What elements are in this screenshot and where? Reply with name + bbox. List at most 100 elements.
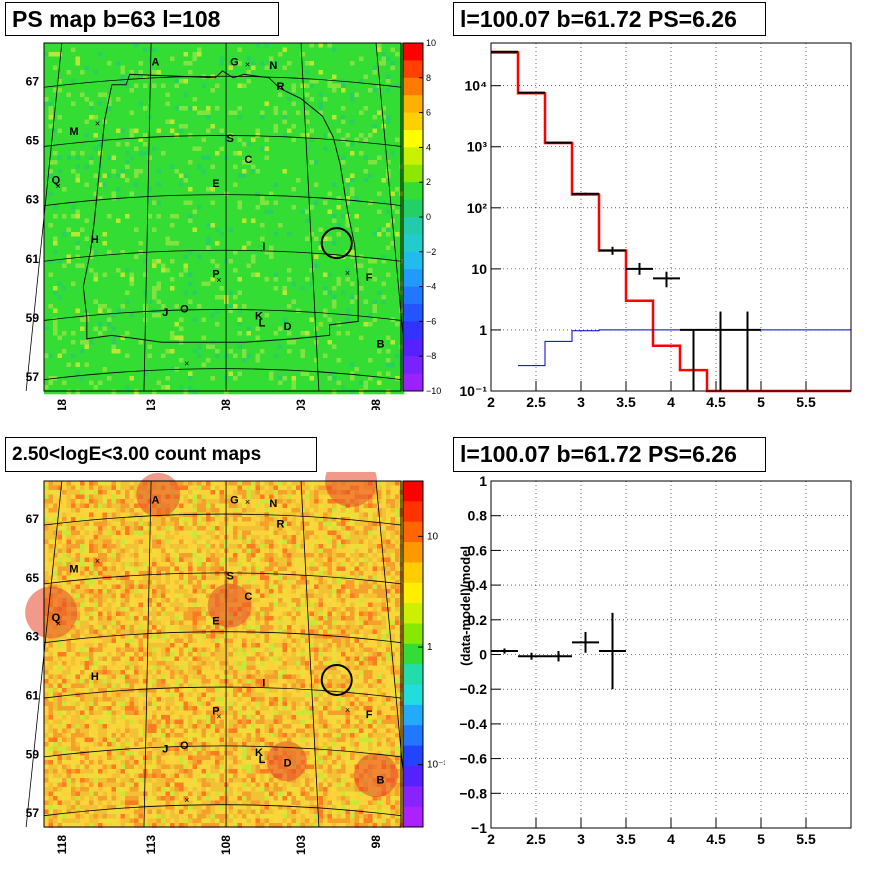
map-pixel [246, 214, 252, 219]
map-pixel [192, 151, 198, 156]
map-pixel [233, 65, 238, 71]
map-pixel [314, 128, 319, 134]
map-pixel [386, 272, 391, 278]
map-pixel [237, 83, 243, 89]
map-pixel [323, 124, 328, 129]
map-pixel [323, 313, 328, 318]
map-pixel [287, 106, 292, 111]
map-pixel [57, 106, 63, 111]
map-pixel [372, 119, 378, 125]
map-pixel [206, 101, 211, 107]
map-pixel [84, 232, 90, 237]
map-pixel [350, 47, 355, 53]
map-pixel [305, 119, 310, 125]
map-pixel [179, 83, 184, 89]
map-pixel [107, 214, 112, 219]
map-pixel [282, 295, 288, 300]
map-pixel [165, 236, 171, 242]
map-pixel [251, 173, 256, 179]
map-pixel [75, 218, 81, 224]
map-pixel [363, 65, 369, 71]
map-pixel [260, 119, 265, 125]
map-pixel [273, 61, 279, 66]
map-pixel [219, 178, 225, 183]
map-pixel [80, 268, 85, 273]
map-pixel [170, 83, 175, 89]
map-pixel [80, 160, 85, 165]
map-pixel [120, 268, 126, 273]
map-pixel [197, 187, 202, 192]
map-pixel [93, 115, 99, 120]
map-pixel [206, 182, 211, 188]
map-pixel [327, 250, 333, 255]
map-pixel [71, 218, 76, 224]
map-pixel [354, 245, 360, 251]
map-pixel [152, 88, 157, 93]
map-pixel [120, 124, 126, 129]
map-pixel [174, 196, 180, 201]
map-pixel [107, 151, 112, 156]
map-pixel [296, 52, 301, 57]
map-pixel [62, 245, 67, 251]
map-pixel [327, 281, 333, 287]
map-pixel [125, 308, 130, 314]
map-pixel [53, 92, 58, 98]
map-pixel [152, 115, 157, 120]
map-pixel [89, 133, 94, 138]
map-pixel [296, 223, 301, 228]
map-pixel [201, 308, 207, 314]
map-pixel [53, 133, 58, 138]
map-pixel [170, 151, 175, 156]
map-pixel [66, 304, 72, 309]
map-pixel [255, 259, 261, 264]
map-pixel [125, 119, 130, 125]
map-pixel [44, 218, 49, 224]
map-pixel [102, 286, 108, 291]
map-pixel [390, 214, 396, 219]
map-pixel [395, 277, 400, 282]
map-pixel [350, 146, 355, 152]
map-pixel [215, 281, 220, 287]
map-pixel [120, 313, 126, 318]
map-pixel [269, 70, 274, 75]
map-pixel [147, 214, 153, 219]
map-pixel [75, 124, 81, 129]
map-pixel [341, 196, 346, 201]
map-pixel [332, 115, 337, 120]
map-pixel [327, 290, 333, 296]
map-pixel [233, 232, 238, 237]
map-pixel [260, 115, 265, 120]
map-pixel [129, 200, 135, 206]
map-pixel [386, 124, 391, 129]
map-pixel [282, 277, 288, 282]
map-pixel [354, 191, 360, 197]
map-pixel [215, 308, 220, 314]
map-pixel [120, 74, 126, 80]
map-pixel [255, 160, 261, 165]
map-pixel [156, 142, 162, 147]
map-pixel [197, 151, 202, 156]
map-pixel [372, 191, 378, 197]
map-pixel [206, 79, 211, 84]
map-pixel [233, 236, 238, 242]
map-pixel [129, 106, 135, 111]
map-pixel [143, 142, 148, 147]
map-pixel [264, 286, 270, 291]
map-pixel [98, 277, 103, 282]
map-pixel [62, 281, 67, 287]
map-pixel [323, 164, 328, 170]
map-pixel [368, 286, 373, 291]
map-pixel [170, 47, 175, 53]
map-pixel [282, 47, 288, 53]
map-pixel [296, 178, 301, 183]
map-pixel [125, 137, 130, 143]
map-pixel [359, 56, 364, 62]
map-pixel [174, 115, 180, 120]
map-pixel [66, 223, 72, 228]
map-pixel [260, 97, 265, 102]
map-pixel [192, 223, 198, 228]
map-pixel [120, 218, 126, 224]
map-pixel [147, 209, 153, 215]
map-pixel [381, 88, 387, 93]
map-pixel [323, 133, 328, 138]
